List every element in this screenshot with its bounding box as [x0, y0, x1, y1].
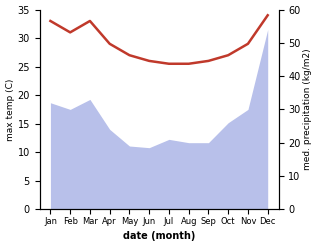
- X-axis label: date (month): date (month): [123, 231, 195, 242]
- Y-axis label: max temp (C): max temp (C): [5, 78, 15, 141]
- Y-axis label: med. precipitation (kg/m2): med. precipitation (kg/m2): [303, 49, 313, 170]
